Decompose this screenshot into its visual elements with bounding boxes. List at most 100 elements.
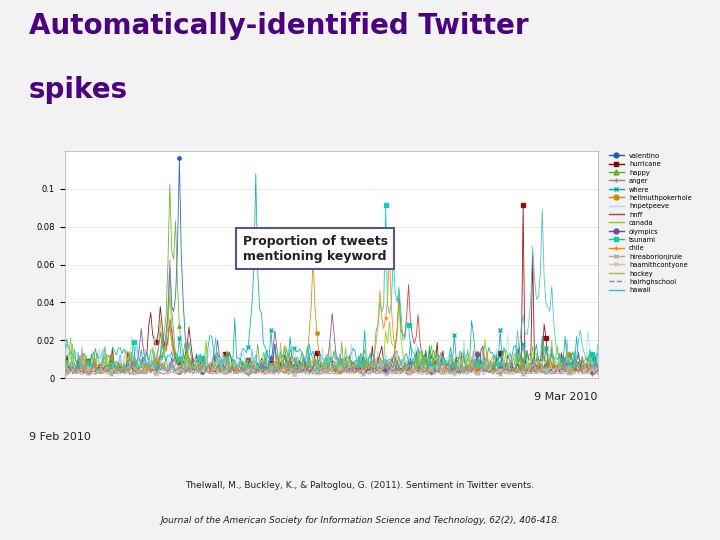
chile xyxy=(593,365,602,372)
Line: chile: chile xyxy=(63,251,599,374)
hockey xyxy=(503,360,512,367)
hockey xyxy=(366,361,374,367)
valentino xyxy=(391,368,400,375)
Line: tsunami: tsunami xyxy=(63,203,599,372)
hockey xyxy=(60,350,69,357)
olympics xyxy=(508,360,516,366)
Line: hireaborionjrule: hireaborionjrule xyxy=(63,347,599,376)
canada xyxy=(508,361,516,367)
chile xyxy=(508,368,516,375)
valentino xyxy=(508,368,516,375)
hireaborionjrule xyxy=(60,365,69,372)
anger xyxy=(503,371,512,377)
tsunami xyxy=(256,367,264,374)
hairhghschool xyxy=(168,360,176,366)
hireaborionjrule xyxy=(318,370,327,376)
hnpetpeeve xyxy=(593,355,602,361)
hurricane xyxy=(318,364,327,370)
haamithcontyone xyxy=(502,370,510,377)
Text: spikes: spikes xyxy=(29,76,128,104)
anger xyxy=(60,371,69,377)
haamithcontyone xyxy=(593,365,602,372)
olympics xyxy=(60,364,69,371)
hairhghschool xyxy=(593,369,602,376)
hnpetpeeve xyxy=(364,362,373,368)
hairhghschool xyxy=(143,370,151,376)
hockey xyxy=(143,362,151,368)
valentino xyxy=(175,155,184,161)
anger xyxy=(143,370,151,377)
where xyxy=(508,355,516,361)
hairhghschool xyxy=(60,367,69,374)
hawaii xyxy=(505,359,514,365)
hellmuthpokerhole xyxy=(309,254,318,261)
hurricane xyxy=(519,201,528,208)
canada xyxy=(320,363,329,370)
hnpetpeeve xyxy=(60,361,69,368)
canada xyxy=(143,365,151,372)
happy xyxy=(502,360,510,367)
hellmuthpokerhole xyxy=(393,368,402,375)
hawaii xyxy=(60,366,69,373)
valentino xyxy=(593,363,602,369)
Text: Thelwall, M., Buckley, K., & Paltoglou, G. (2011). Sentiment in Twitter events.: Thelwall, M., Buckley, K., & Paltoglou, … xyxy=(186,481,534,490)
chile xyxy=(322,369,330,375)
hawaii xyxy=(104,367,113,374)
where xyxy=(152,360,161,366)
Line: canada: canada xyxy=(65,293,598,368)
where xyxy=(251,171,260,177)
chile xyxy=(393,357,402,363)
hawaii xyxy=(145,358,153,365)
olympics xyxy=(143,362,151,369)
hnff xyxy=(364,361,373,368)
Line: olympics: olympics xyxy=(63,312,599,374)
hairhghschool xyxy=(391,370,400,376)
tsunami xyxy=(60,358,69,365)
hairhghschool xyxy=(318,371,327,377)
Line: hairhghschool: hairhghschool xyxy=(65,363,598,374)
hockey xyxy=(593,362,602,368)
hireaborionjrule xyxy=(569,371,577,377)
hnff xyxy=(564,369,573,375)
hawaii xyxy=(391,356,400,363)
Line: hurricane: hurricane xyxy=(63,203,599,372)
hawaii xyxy=(366,350,374,357)
valentino xyxy=(143,360,151,367)
valentino xyxy=(318,368,327,374)
Line: where: where xyxy=(63,172,599,364)
haamithcontyone xyxy=(60,370,69,376)
anger xyxy=(261,371,269,377)
hockey xyxy=(508,366,516,372)
hireaborionjrule xyxy=(145,366,153,372)
tsunami xyxy=(366,363,374,369)
hurricane xyxy=(366,367,374,373)
anger xyxy=(593,370,602,377)
hnff xyxy=(143,367,151,374)
hellmuthpokerhole xyxy=(368,368,377,375)
canada xyxy=(368,364,377,371)
hireaborionjrule xyxy=(502,370,510,377)
haamithcontyone xyxy=(391,367,400,374)
olympics xyxy=(391,367,400,373)
valentino xyxy=(458,369,467,375)
Text: 9 Feb 2010: 9 Feb 2010 xyxy=(29,432,91,442)
happy xyxy=(318,360,327,367)
canada xyxy=(593,358,602,365)
Legend: valentino, hurricane, happy, anger, where, hellmuthpokerhole, hnpetpeeve, hnff, : valentino, hurricane, happy, anger, wher… xyxy=(606,150,694,296)
anger xyxy=(508,354,516,361)
hairhghschool xyxy=(464,371,472,377)
valentino xyxy=(60,367,69,374)
hellmuthpokerhole xyxy=(145,361,153,368)
hnff xyxy=(389,354,397,361)
hnff xyxy=(316,368,325,374)
hurricane xyxy=(502,364,510,370)
hockey xyxy=(391,352,400,359)
hnff xyxy=(502,360,510,367)
Text: Journal of the American Society for Information Science and Technology, 62(2), 4: Journal of the American Society for Info… xyxy=(160,516,560,525)
hawaii xyxy=(318,365,327,372)
chile xyxy=(366,363,374,369)
tsunami xyxy=(382,201,390,208)
hockey xyxy=(318,367,327,374)
hnpetpeeve xyxy=(521,363,529,370)
haamithcontyone xyxy=(366,370,374,376)
